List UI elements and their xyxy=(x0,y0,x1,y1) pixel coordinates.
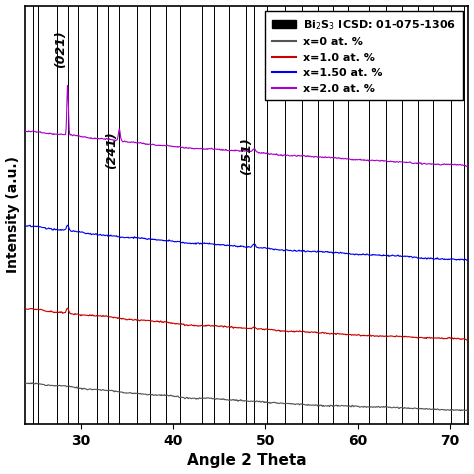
Text: (021): (021) xyxy=(54,30,67,68)
Y-axis label: Intensity (a.u.): Intensity (a.u.) xyxy=(6,156,19,273)
Legend: Bi$_2$S$_3$ ICSD: 01-075-1306, x=0 at. %, x=1.0 at. %, x=1.50 at. %, x=2.0 at. %: Bi$_2$S$_3$ ICSD: 01-075-1306, x=0 at. %… xyxy=(265,11,463,100)
X-axis label: Angle 2 Theta: Angle 2 Theta xyxy=(187,454,307,468)
Text: (241): (241) xyxy=(105,131,118,169)
Text: (251): (251) xyxy=(240,138,253,175)
